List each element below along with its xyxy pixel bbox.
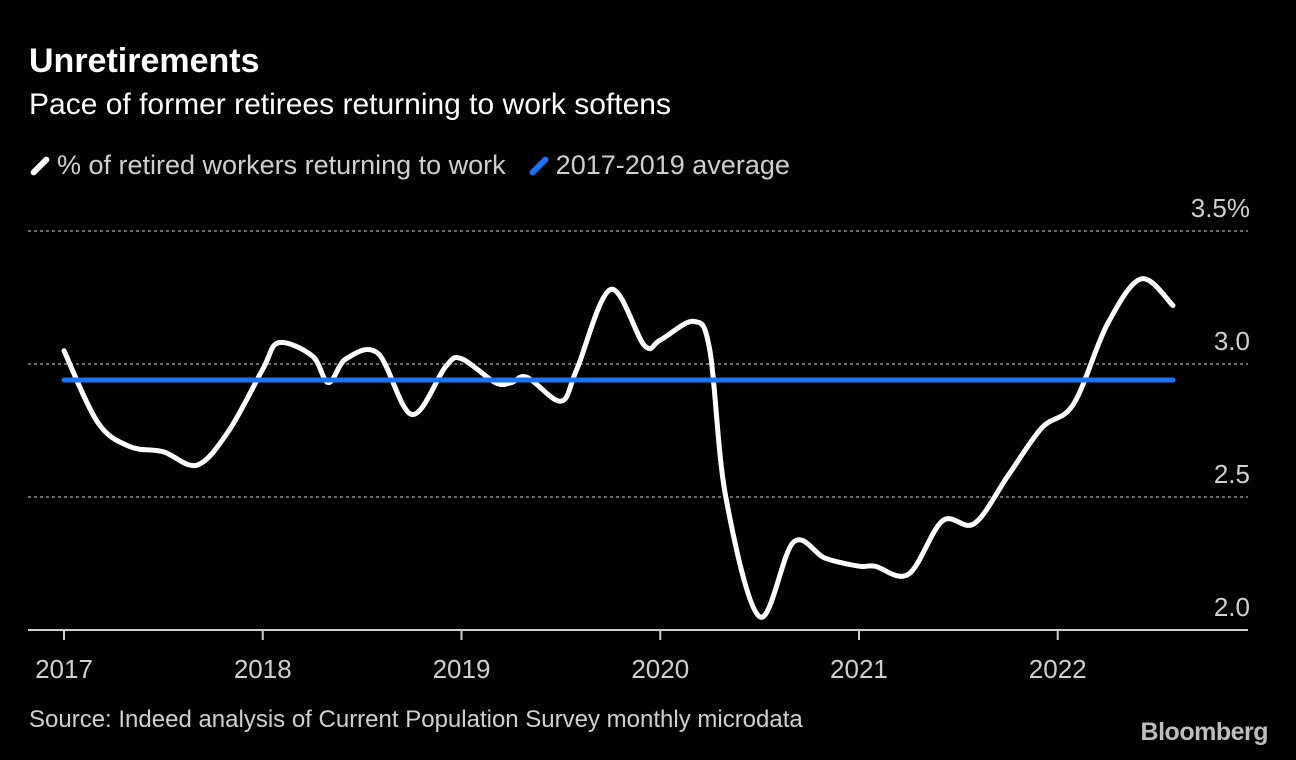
legend-item-retired-workers: % of retired workers returning to work <box>29 150 506 181</box>
tick-labels: 2.0 2.5 3.0 3.5% 2017 2018 2019 2020 2021 2022 <box>35 193 1250 684</box>
legend: % of retired workers returning to work 2… <box>29 150 812 181</box>
chart-subtitle: Pace of former retirees returning to wor… <box>29 88 671 121</box>
x-tick-label: 2019 <box>433 654 491 684</box>
legend-label: 2017-2019 average <box>555 150 790 180</box>
chart-title: Unretirements <box>29 42 260 80</box>
series-line-retired-workers <box>61 276 1176 620</box>
x-tick-label: 2020 <box>631 654 689 684</box>
legend-item-average: 2017-2019 average <box>528 150 790 181</box>
bloomberg-logo: Bloomberg <box>1140 718 1269 746</box>
series-layer <box>61 276 1176 620</box>
y-tick-label: 2.5 <box>1214 459 1250 489</box>
x-axis <box>28 629 1248 640</box>
x-tick-label: 2017 <box>35 654 93 684</box>
y-tick-label: 3.5% <box>1191 193 1250 223</box>
x-tick-label: 2021 <box>830 654 888 684</box>
grid-layer <box>28 230 1248 498</box>
y-tick-label: 3.0 <box>1214 326 1250 356</box>
line-chart: 2.0 2.5 3.0 3.5% 2017 2018 2019 2020 2021 2022 <box>28 193 1250 684</box>
legend-label: % of retired workers returning to work <box>57 150 506 180</box>
source-note: Source: Indeed analysis of Current Popul… <box>29 706 803 733</box>
y-tick-label: 2.0 <box>1214 592 1250 622</box>
x-tick-label: 2018 <box>234 654 292 684</box>
x-tick-label: 2022 <box>1029 654 1087 684</box>
